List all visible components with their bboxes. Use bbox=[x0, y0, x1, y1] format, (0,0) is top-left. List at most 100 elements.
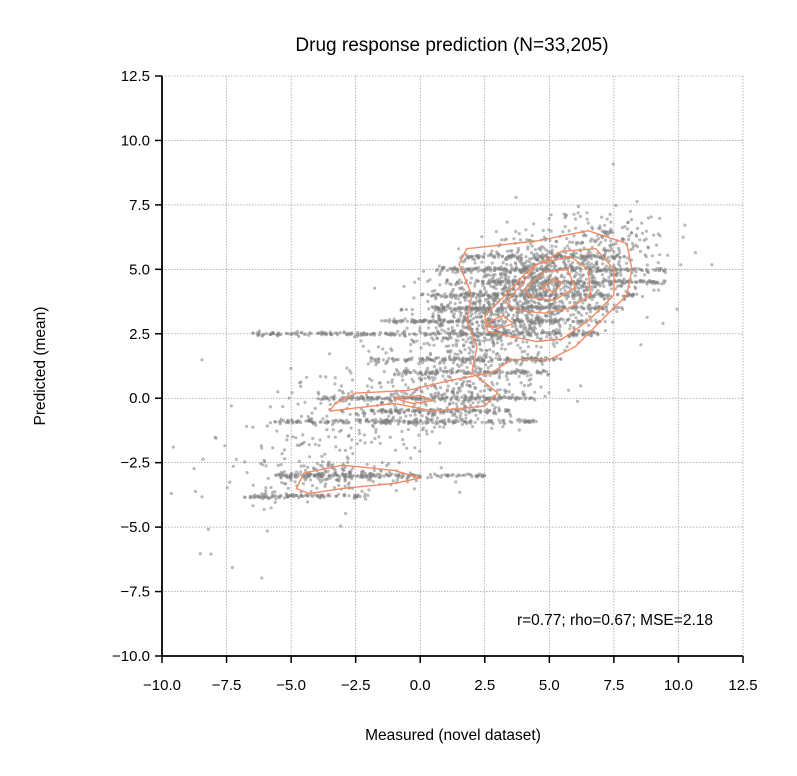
scatter-point bbox=[467, 420, 471, 424]
scatter-point bbox=[430, 289, 434, 293]
scatter-point bbox=[537, 301, 541, 305]
scatter-point bbox=[506, 249, 510, 253]
scatter-point bbox=[279, 494, 283, 498]
scatter-point bbox=[303, 468, 307, 473]
scatter-point bbox=[511, 393, 515, 397]
scatter-point bbox=[393, 448, 398, 452]
scatter-point bbox=[631, 244, 636, 248]
scatter-point bbox=[511, 329, 516, 334]
scatter-point bbox=[324, 375, 328, 379]
y-tick-label: −5.0 bbox=[120, 519, 150, 536]
scatter-point bbox=[460, 417, 464, 421]
scatter-point bbox=[269, 506, 273, 510]
scatter-point bbox=[519, 332, 523, 336]
scatter-point bbox=[614, 267, 619, 271]
scatter-point bbox=[352, 496, 356, 500]
scatter-point bbox=[526, 318, 530, 322]
scatter-point bbox=[306, 474, 310, 478]
scatter-point bbox=[607, 259, 612, 263]
scatter-point bbox=[472, 316, 476, 320]
scatter-point bbox=[520, 261, 524, 265]
scatter-point bbox=[513, 370, 518, 374]
scatter-point bbox=[458, 414, 462, 418]
scatter-point bbox=[497, 354, 501, 358]
scatter-point bbox=[429, 332, 433, 336]
scatter-point bbox=[603, 329, 608, 333]
scatter-point bbox=[507, 395, 511, 399]
scatter-point bbox=[543, 318, 547, 322]
scatter-point bbox=[540, 282, 544, 286]
scatter-point bbox=[304, 419, 308, 423]
scatter-point bbox=[596, 305, 600, 309]
scatter-point bbox=[482, 358, 486, 363]
scatter-point bbox=[528, 323, 533, 327]
scatter-point bbox=[490, 249, 494, 253]
scatter-point bbox=[549, 293, 553, 297]
scatter-point bbox=[600, 273, 605, 277]
scatter-point bbox=[440, 473, 444, 477]
scatter-point bbox=[201, 457, 205, 461]
scatter-point bbox=[463, 397, 467, 401]
scatter-point bbox=[544, 248, 548, 252]
scatter-point bbox=[454, 402, 459, 406]
scatter-point bbox=[345, 366, 349, 370]
scatter-point bbox=[549, 213, 553, 217]
scatter-point bbox=[503, 347, 507, 351]
scatter-point bbox=[602, 284, 606, 288]
scatter-point bbox=[351, 474, 356, 478]
scatter-point bbox=[281, 419, 285, 423]
scatter-point bbox=[484, 355, 488, 359]
y-ticks: −10.0 −7.5 −5.0 −2.5 0.0 2.5 5.0 7.5 10.0 12.5 bbox=[112, 68, 162, 665]
scatter-point bbox=[552, 287, 556, 291]
scatter-point bbox=[613, 287, 618, 291]
scatter-point bbox=[633, 266, 637, 270]
scatter-point bbox=[352, 335, 357, 339]
scatter-point bbox=[584, 234, 588, 238]
scatter-point bbox=[501, 370, 505, 374]
scatter-point bbox=[625, 227, 630, 231]
scatter-point bbox=[368, 475, 372, 479]
scatter-point bbox=[458, 349, 462, 353]
scatter-point bbox=[425, 432, 429, 436]
scatter-point bbox=[463, 348, 467, 352]
scatter-point bbox=[620, 307, 625, 311]
scatter-point bbox=[276, 331, 280, 335]
scatter-point bbox=[524, 326, 528, 330]
scatter-point bbox=[527, 327, 531, 331]
scatter-point bbox=[487, 300, 491, 304]
scatter-point bbox=[635, 292, 639, 296]
scatter-point bbox=[618, 255, 622, 259]
scatter-point bbox=[543, 267, 547, 271]
scatter-point bbox=[618, 268, 622, 272]
scatter-point bbox=[357, 428, 361, 432]
scatter-point bbox=[473, 261, 477, 265]
scatter-point bbox=[491, 255, 495, 259]
scatter-point bbox=[460, 286, 464, 290]
scatter-point bbox=[317, 473, 321, 478]
scatter-point bbox=[571, 333, 575, 337]
scatter-point bbox=[635, 226, 640, 230]
scatter-point bbox=[427, 357, 431, 361]
scatter-point bbox=[471, 345, 475, 349]
scatter-point bbox=[616, 280, 620, 284]
scatter-point bbox=[325, 397, 329, 401]
scatter-point bbox=[567, 229, 571, 233]
scatter-point bbox=[408, 371, 412, 375]
scatter-point bbox=[385, 359, 389, 363]
scatter-point bbox=[285, 474, 289, 478]
scatter-point bbox=[257, 329, 261, 333]
scatter-point bbox=[475, 327, 479, 331]
scatter-point bbox=[410, 307, 414, 312]
scatter-point bbox=[600, 281, 605, 285]
scatter-point bbox=[377, 435, 381, 439]
scatter-point bbox=[380, 401, 385, 405]
scatter-point bbox=[392, 320, 397, 324]
scatter-point bbox=[291, 492, 295, 497]
scatter-point bbox=[544, 280, 548, 284]
scatter-point bbox=[491, 383, 495, 387]
scatter-point bbox=[478, 299, 482, 303]
scatter-point bbox=[423, 382, 427, 386]
scatter-point bbox=[448, 293, 452, 297]
scatter-point bbox=[527, 257, 532, 261]
scatter-point bbox=[370, 440, 374, 444]
